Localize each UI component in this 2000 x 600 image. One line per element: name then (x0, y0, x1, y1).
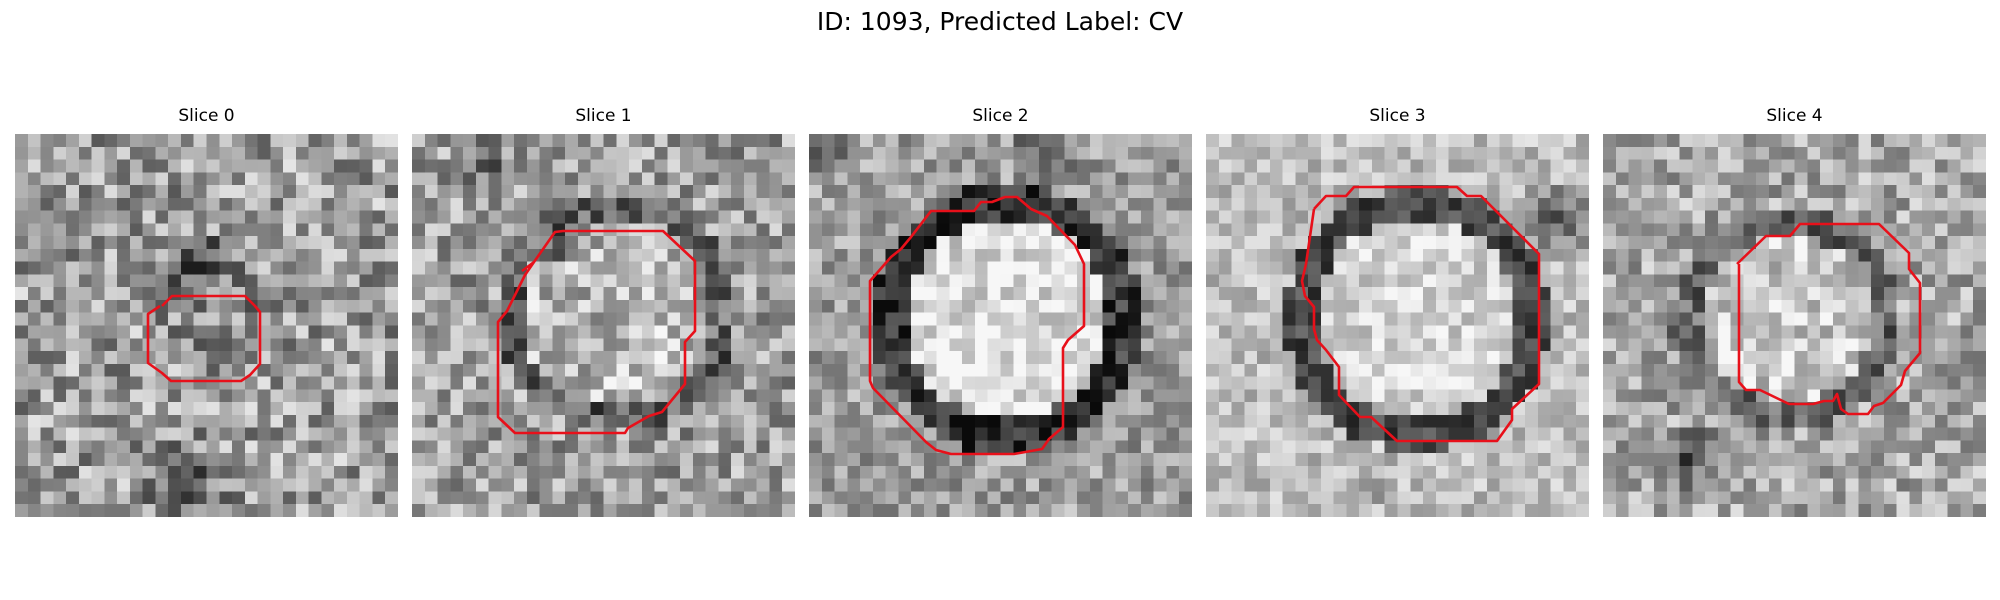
slice-panel-3: Slice 3 (1206, 105, 1589, 517)
slice-title: Slice 0 (178, 106, 235, 126)
slice-panel-2: Slice 2 (809, 105, 1192, 517)
segmentation-contour (868, 195, 1086, 456)
segmentation-contour (1736, 222, 1922, 416)
slice-title: Slice 3 (1369, 106, 1426, 126)
slice-title: Slice 2 (972, 106, 1029, 126)
slice-image (809, 134, 1192, 517)
grayscale-micrograph (412, 134, 795, 517)
segmentation-contour (496, 229, 697, 435)
slice-title: Slice 1 (575, 106, 632, 126)
slice-image (1206, 134, 1589, 517)
slice-image (412, 134, 795, 517)
figure-title: ID: 1093, Predicted Label: CV (816, 7, 1184, 36)
slice-image (15, 134, 398, 517)
slice-panel-0: Slice 0 (15, 105, 398, 517)
grayscale-micrograph (1206, 134, 1589, 517)
slice-title: Slice 4 (1766, 106, 1823, 126)
segmentation-contour (146, 294, 262, 383)
segmentation-contour (1300, 185, 1541, 443)
slice-panel-4: Slice 4 (1603, 105, 1986, 517)
grayscale-micrograph (15, 134, 398, 517)
slice-image (1603, 134, 1986, 517)
slice-panel-1: Slice 1 (412, 105, 795, 517)
grayscale-micrograph (1603, 134, 1986, 517)
